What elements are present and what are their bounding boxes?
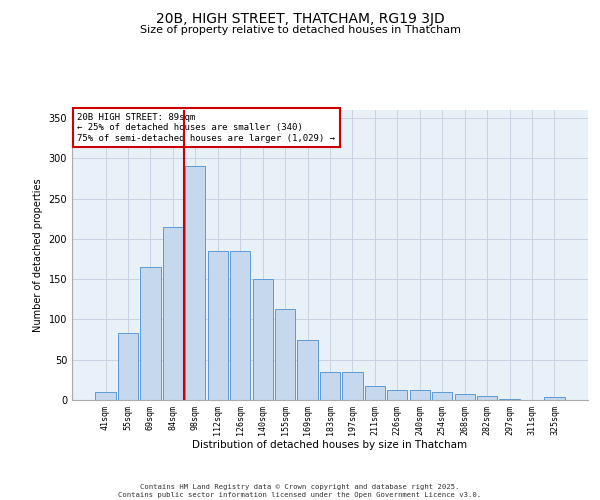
Bar	[185, 166, 205, 400]
Bar	[477, 396, 497, 400]
Bar	[455, 394, 475, 400]
Y-axis label: Number of detached properties: Number of detached properties	[33, 178, 43, 332]
Bar	[387, 390, 407, 400]
Bar	[365, 386, 385, 400]
Text: Contains HM Land Registry data © Crown copyright and database right 2025.
Contai: Contains HM Land Registry data © Crown c…	[118, 484, 482, 498]
Bar	[320, 372, 340, 400]
Text: Size of property relative to detached houses in Thatcham: Size of property relative to detached ho…	[139, 25, 461, 35]
X-axis label: Distribution of detached houses by size in Thatcham: Distribution of detached houses by size …	[193, 440, 467, 450]
Bar	[253, 279, 273, 400]
Bar	[208, 251, 228, 400]
Bar	[275, 309, 295, 400]
Bar	[298, 340, 317, 400]
Bar	[140, 267, 161, 400]
Bar	[118, 333, 138, 400]
Bar	[432, 392, 452, 400]
Bar	[343, 372, 362, 400]
Bar	[163, 227, 183, 400]
Bar	[230, 251, 250, 400]
Text: 20B HIGH STREET: 89sqm
← 25% of detached houses are smaller (340)
75% of semi-de: 20B HIGH STREET: 89sqm ← 25% of detached…	[77, 113, 335, 142]
Bar	[95, 392, 116, 400]
Text: 20B, HIGH STREET, THATCHAM, RG19 3JD: 20B, HIGH STREET, THATCHAM, RG19 3JD	[155, 12, 445, 26]
Bar	[544, 397, 565, 400]
Bar	[410, 390, 430, 400]
Bar	[499, 399, 520, 400]
